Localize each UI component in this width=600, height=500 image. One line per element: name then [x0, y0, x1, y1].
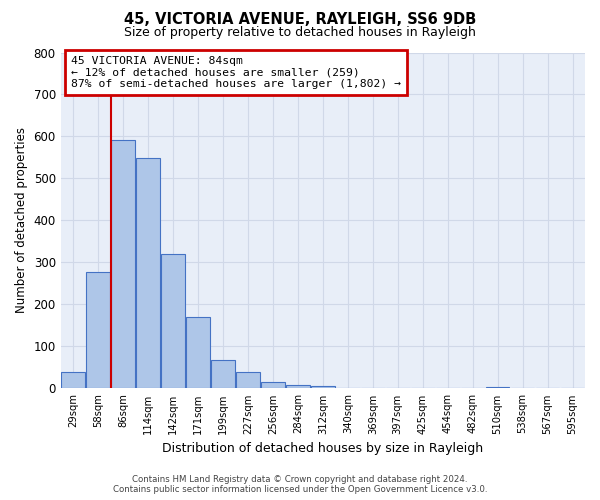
Text: 45, VICTORIA AVENUE, RAYLEIGH, SS6 9DB: 45, VICTORIA AVENUE, RAYLEIGH, SS6 9DB: [124, 12, 476, 28]
Bar: [211, 360, 235, 388]
Bar: [111, 140, 135, 388]
Bar: [486, 387, 509, 388]
X-axis label: Distribution of detached houses by size in Rayleigh: Distribution of detached houses by size …: [162, 442, 484, 455]
Bar: [311, 386, 335, 388]
Bar: [86, 272, 110, 388]
Bar: [61, 372, 85, 388]
Bar: [286, 385, 310, 388]
Text: Contains HM Land Registry data © Crown copyright and database right 2024.
Contai: Contains HM Land Registry data © Crown c…: [113, 474, 487, 494]
Bar: [236, 372, 260, 388]
Bar: [161, 254, 185, 388]
Bar: [186, 317, 210, 388]
Bar: [136, 158, 160, 388]
Text: Size of property relative to detached houses in Rayleigh: Size of property relative to detached ho…: [124, 26, 476, 39]
Y-axis label: Number of detached properties: Number of detached properties: [15, 128, 28, 314]
Text: 45 VICTORIA AVENUE: 84sqm
← 12% of detached houses are smaller (259)
87% of semi: 45 VICTORIA AVENUE: 84sqm ← 12% of detac…: [71, 56, 401, 89]
Bar: [261, 382, 285, 388]
